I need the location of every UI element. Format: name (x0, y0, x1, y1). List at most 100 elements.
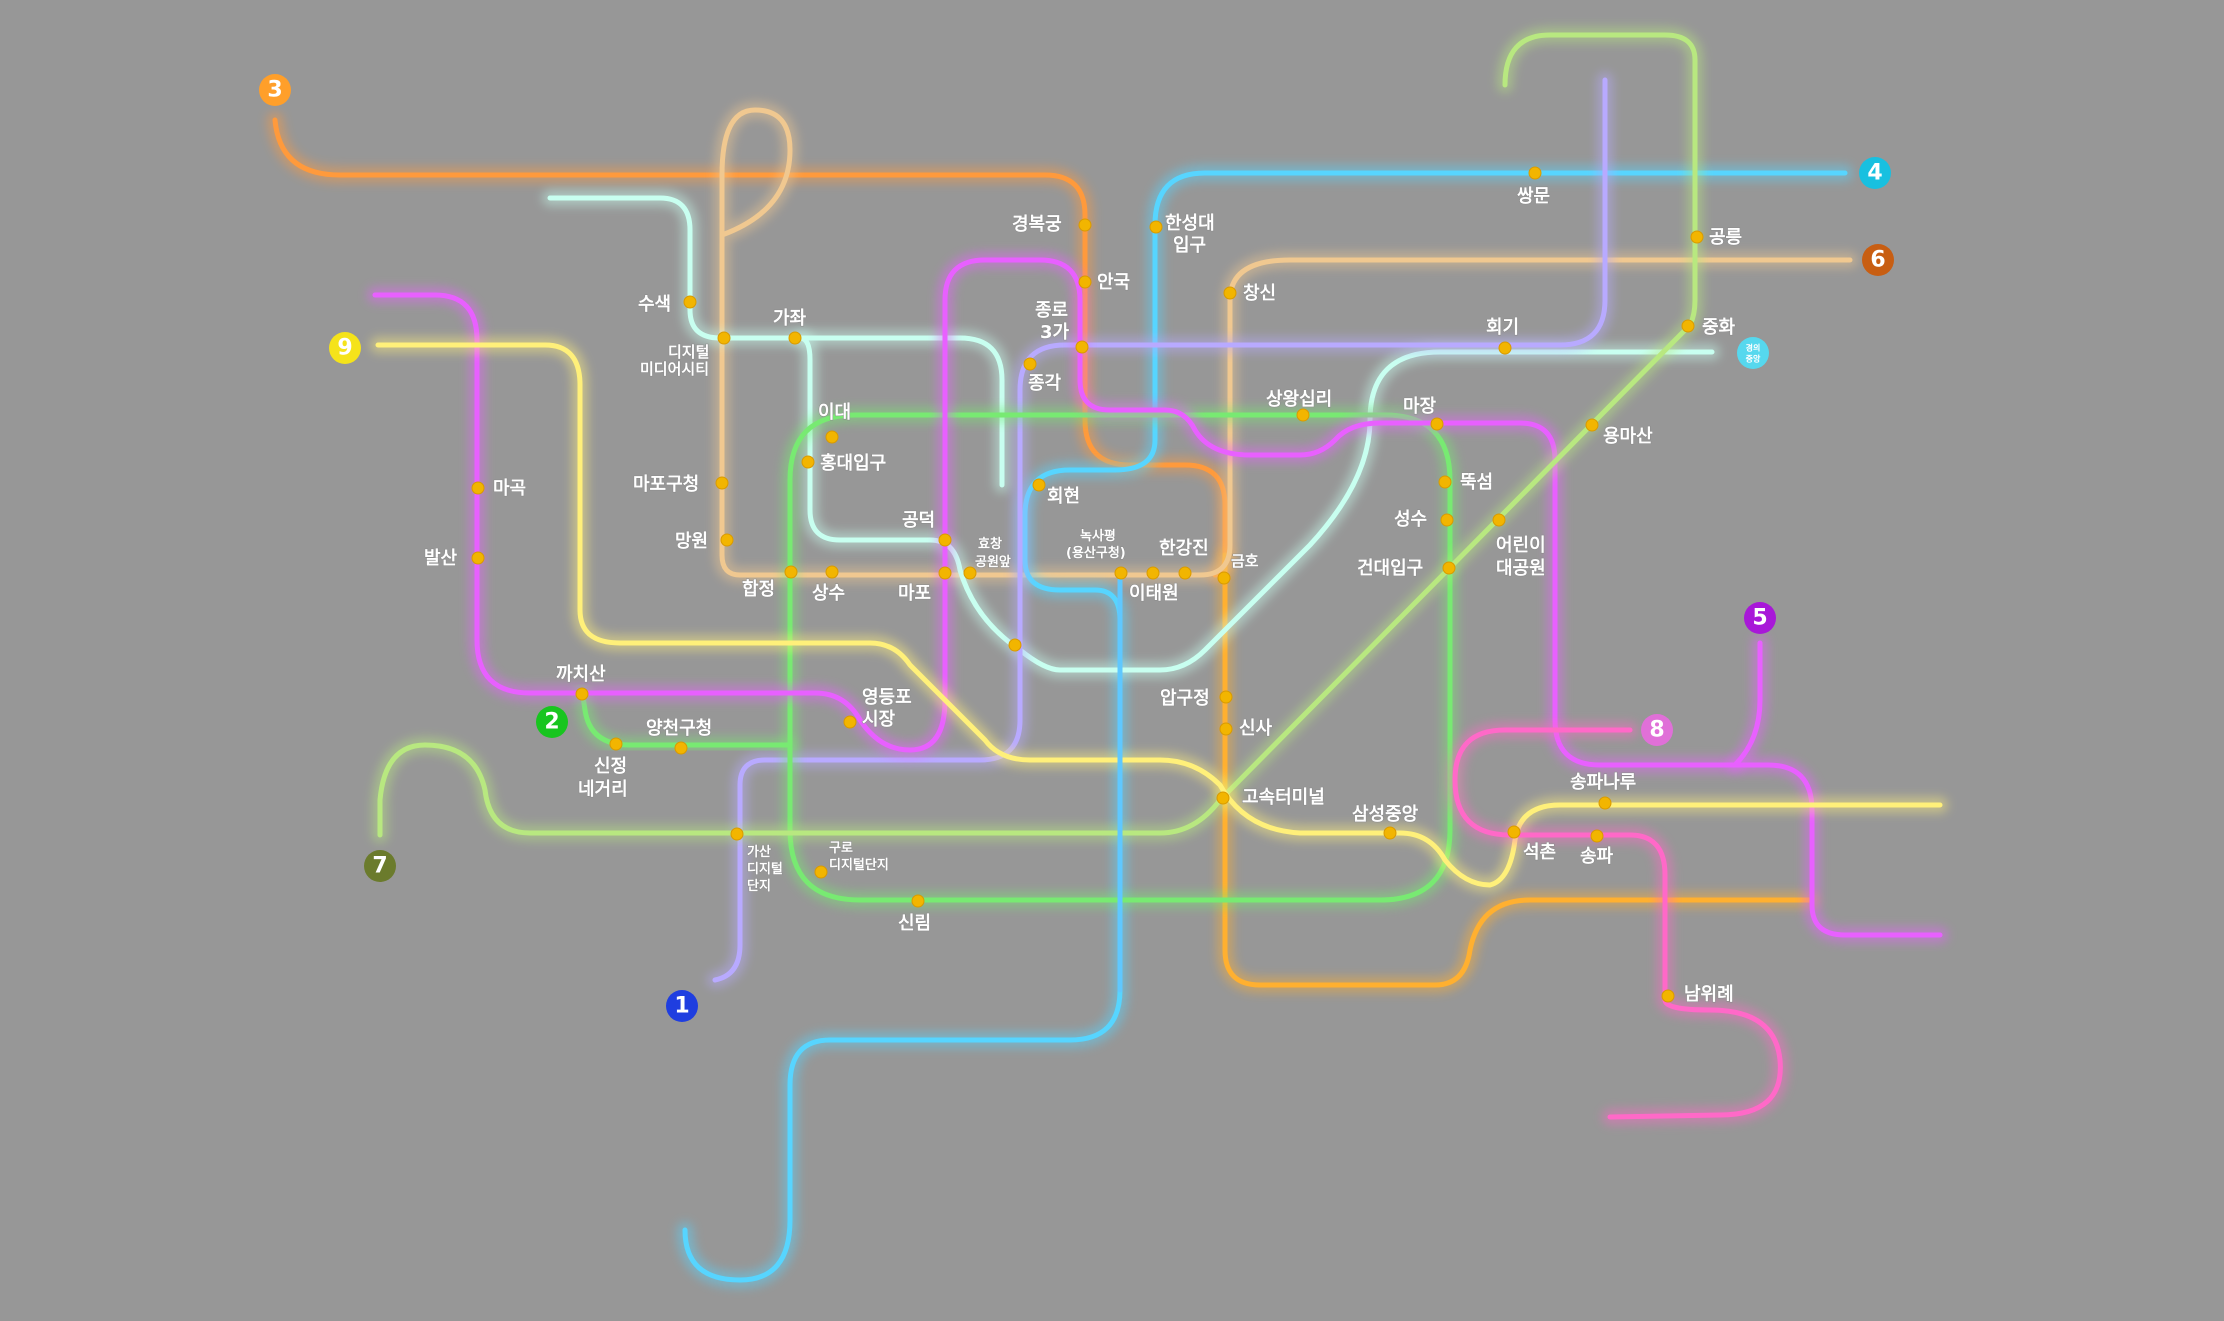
station-label: 상왕십리 (1266, 389, 1332, 410)
station-label: 성수 (1394, 509, 1427, 530)
station-label: 종각 (1028, 373, 1062, 394)
station-dot[interactable] (1023, 357, 1037, 371)
station-dot[interactable] (1498, 341, 1512, 355)
station-label: 가좌 (773, 308, 807, 329)
badge-line-5[interactable]: 5 (1744, 602, 1776, 634)
badge-line-3[interactable]: 3 (259, 74, 291, 106)
station-label: 입구 (1173, 234, 1206, 256)
station-label: 회기 (1486, 317, 1519, 338)
station-dot[interactable] (1438, 475, 1452, 489)
station-dot[interactable] (730, 827, 744, 841)
station-dot[interactable] (938, 566, 952, 580)
station-dot[interactable] (825, 430, 839, 444)
station-dot[interactable] (715, 476, 729, 490)
station-label: 어린이 (1496, 535, 1546, 556)
badge-line-8[interactable]: 8 (1641, 714, 1673, 746)
station-dot[interactable] (1149, 220, 1163, 234)
station-dot[interactable] (674, 741, 688, 755)
station-dot[interactable] (1008, 638, 1022, 652)
line-6 (714, 102, 1858, 583)
station-dot[interactable] (784, 565, 798, 579)
station-dot[interactable] (683, 295, 697, 309)
station-dot[interactable] (843, 715, 857, 729)
station-dot[interactable] (938, 533, 952, 547)
station-dot[interactable] (814, 865, 828, 879)
station-label: 종로 (1035, 300, 1068, 321)
station-dot[interactable] (1383, 826, 1397, 840)
station-dot[interactable] (1590, 829, 1604, 843)
station-dot[interactable] (1219, 690, 1233, 704)
station-label: 쌍문 (1517, 186, 1550, 207)
station-dot[interactable] (575, 687, 589, 701)
badge-line-7[interactable]: 7 (364, 850, 396, 882)
station-dot[interactable] (1440, 513, 1454, 527)
station-dot[interactable] (1528, 166, 1542, 180)
station-label: 회현 (1047, 486, 1080, 507)
station-dot[interactable] (788, 331, 802, 345)
badge-line-6[interactable]: 6 (1862, 244, 1894, 276)
badge-gyeongui-jungang[interactable]: 경의 중앙 (1737, 337, 1769, 369)
station-dot[interactable] (471, 481, 485, 495)
station-dot[interactable] (1661, 989, 1675, 1003)
station-dot[interactable] (1223, 286, 1237, 300)
station-dot[interactable] (1430, 417, 1444, 431)
station-dot[interactable] (1681, 319, 1695, 333)
station-dot[interactable] (1492, 513, 1506, 527)
station-label: 한성대 (1165, 213, 1215, 234)
station-dot[interactable] (911, 894, 925, 908)
station-label: 이대 (818, 402, 851, 423)
station-dot[interactable] (720, 533, 734, 547)
station-dot[interactable] (1442, 561, 1456, 575)
station-label: 한강진 (1159, 538, 1209, 559)
station-dot[interactable] (1585, 418, 1599, 432)
station-label: 경복궁 (1012, 214, 1062, 235)
svg-text:7: 7 (372, 854, 387, 879)
station-label: 건대입구 (1357, 557, 1423, 579)
station-label: 수색 (638, 294, 671, 315)
station-dot[interactable] (1178, 566, 1192, 580)
station-dot[interactable] (1032, 478, 1046, 492)
station-label: 영등포 (862, 687, 912, 708)
station-label: 합정 (742, 578, 775, 600)
station-dot[interactable] (801, 455, 815, 469)
station-dot[interactable] (825, 565, 839, 579)
station-label: 녹사평 (1080, 528, 1116, 544)
station-dot[interactable] (1296, 408, 1310, 422)
station-label: 디지털 (668, 343, 709, 361)
station-dot[interactable] (1690, 230, 1704, 244)
station-label: 중화 (1702, 317, 1736, 338)
station-label: 까치산 (556, 664, 606, 685)
badge-line-1[interactable]: 1 (666, 990, 698, 1022)
badge-line-2[interactable]: 2 (536, 706, 568, 738)
station-dot[interactable] (1078, 218, 1092, 232)
line-8 (1447, 722, 1789, 1125)
station-dot[interactable] (1078, 275, 1092, 289)
station-dot[interactable] (1598, 796, 1612, 810)
station-dot[interactable] (609, 737, 623, 751)
station-dots (471, 166, 1704, 1003)
station-dot[interactable] (1217, 571, 1231, 585)
station-label: 송파 (1580, 846, 1614, 867)
station-dot[interactable] (1146, 566, 1160, 580)
station-label: 이태원 (1129, 583, 1179, 604)
station-dot[interactable] (1216, 791, 1230, 805)
svg-text:중앙: 중앙 (1746, 354, 1761, 364)
station-dot[interactable] (1219, 722, 1233, 736)
station-dot[interactable] (1114, 566, 1128, 580)
badge-line-9[interactable]: 9 (329, 332, 361, 364)
station-label: 마포구청 (633, 474, 699, 495)
station-label: 네거리 (578, 779, 628, 800)
svg-text:9: 9 (337, 336, 352, 361)
station-dot[interactable] (1507, 825, 1521, 839)
station-dot[interactable] (717, 331, 731, 345)
station-dot[interactable] (1075, 340, 1089, 354)
badge-line-4[interactable]: 4 (1859, 157, 1891, 189)
station-label: 신정 (594, 756, 627, 777)
station-label: 마포 (898, 583, 931, 604)
station-dot[interactable] (471, 551, 485, 565)
station-label: 고속터미널 (1242, 787, 1325, 808)
station-label: 창신 (1243, 283, 1276, 304)
station-label: 구로 (829, 841, 853, 856)
station-dot[interactable] (963, 566, 977, 580)
